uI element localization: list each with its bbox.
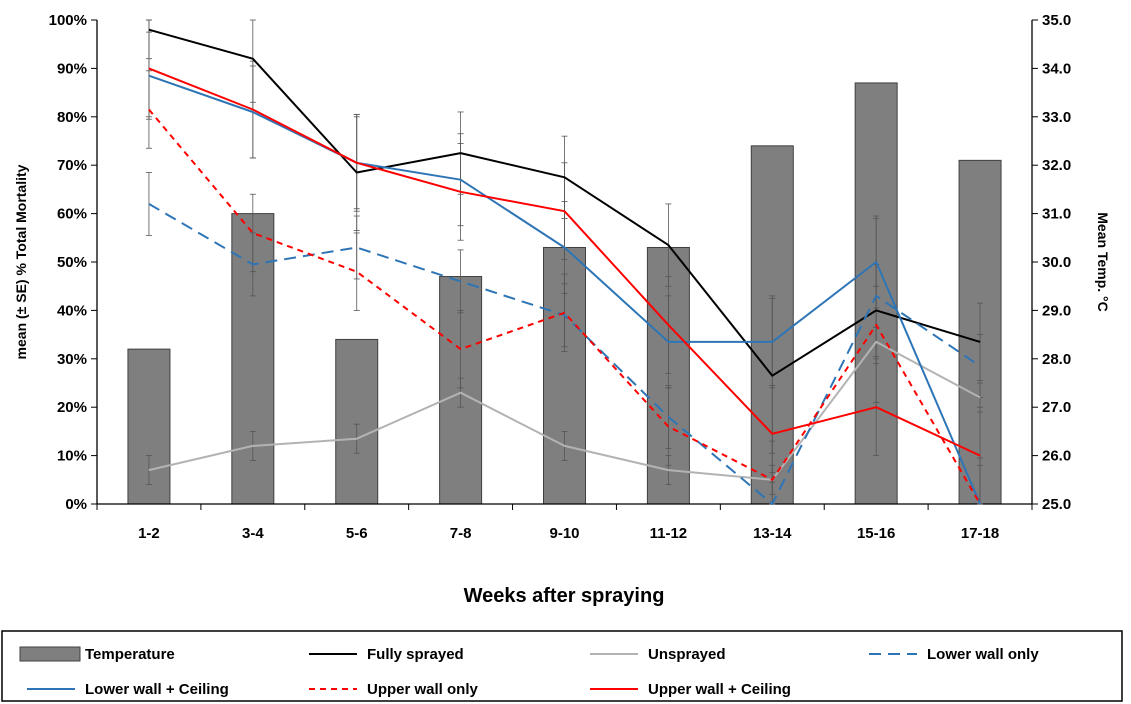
x-tick-label: 11-12 <box>650 525 688 542</box>
y2-tick-label: 30.0 <box>1042 254 1071 271</box>
y-tick-label: 100% <box>49 12 87 29</box>
y-tick-label: 90% <box>57 60 87 77</box>
series-line-upper-wall-only <box>148 108 981 505</box>
y-tick-label: 60% <box>57 206 87 223</box>
y2-tick-label: 29.0 <box>1042 302 1071 319</box>
x-axis-title: Weeks after spraying <box>464 585 665 607</box>
series-line-fully-sprayed <box>148 28 981 377</box>
legend-label: Unsprayed <box>648 646 726 663</box>
series-line-upper-wall-ceiling <box>148 67 981 457</box>
legend-label: Temperature <box>85 646 175 663</box>
y2-tick-label: 27.0 <box>1042 399 1071 416</box>
y-axis-title: mean (± SE) % Total Mortality <box>13 164 29 359</box>
temperature-bar <box>335 338 379 505</box>
y-tick-label: 30% <box>57 351 87 368</box>
y-tick-label: 50% <box>57 254 87 271</box>
y2-tick-label: 35.0 <box>1042 12 1071 29</box>
y2-tick-label: 31.0 <box>1042 206 1071 223</box>
x-tick-label: 3-4 <box>242 525 264 542</box>
y2-tick-label: 34.0 <box>1042 60 1071 77</box>
legend-label: Fully sprayed <box>367 646 464 663</box>
y2-tick-label: 33.0 <box>1042 109 1071 126</box>
series-line-unsprayed <box>148 340 981 481</box>
legend-label: Upper wall only <box>367 681 479 698</box>
legend-box <box>1 630 1123 702</box>
y-tick-label: 80% <box>57 109 87 126</box>
axes-layer <box>91 19 1038 510</box>
x-tick-label: 7-8 <box>450 525 472 542</box>
y-tick-label: 70% <box>57 157 87 174</box>
legend: Temperature Fully sprayed Unsprayed Lower w… <box>1 630 1123 702</box>
x-tick-label: 1-2 <box>138 525 160 542</box>
y2-tick-label: 32.0 <box>1042 157 1071 174</box>
labels-layer: 0% 10% 20% 30% 40% 50% 60% 70% 80% 90% 100% 25.0 26.… <box>13 12 1111 607</box>
legend-label: Lower wall + Ceiling <box>85 681 229 698</box>
legend-label: Lower wall only <box>927 646 1039 663</box>
y2-axis-title: Mean Temp. °C <box>1095 212 1111 311</box>
x-tick-label: 13-14 <box>753 525 792 542</box>
series-line-lower-wall-only <box>148 203 981 505</box>
y2-tick-label: 25.0 <box>1042 496 1071 513</box>
x-tick-label: 9-10 <box>549 525 579 542</box>
y-tick-label: 0% <box>65 496 87 513</box>
y2-tick-label: 26.0 <box>1042 448 1071 465</box>
y2-tick-label: 28.0 <box>1042 351 1071 368</box>
y-tick-label: 40% <box>57 302 87 319</box>
x-tick-label: 5-6 <box>346 525 368 542</box>
y-tick-label: 20% <box>57 399 87 416</box>
y-tick-label: 10% <box>57 448 87 465</box>
x-tick-label: 15-16 <box>857 525 895 542</box>
legend-label: Upper wall + Ceiling <box>648 681 791 698</box>
x-tick-label: 17-18 <box>961 525 999 542</box>
legend-swatch-temperature <box>19 646 81 662</box>
series-line-lower-wall-ceiling <box>148 74 982 505</box>
lines-layer <box>148 28 982 505</box>
